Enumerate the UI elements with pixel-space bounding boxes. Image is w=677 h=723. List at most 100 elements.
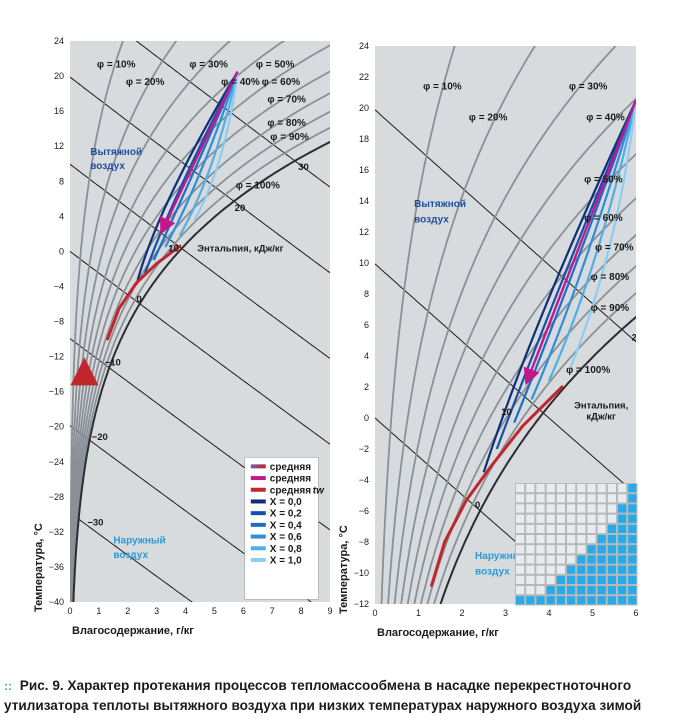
grid-icon-cell xyxy=(587,545,596,554)
grid-icon-cell xyxy=(556,586,565,595)
y-tick-label: 4 xyxy=(59,211,64,221)
grid-icon-cell xyxy=(587,596,596,605)
legend-label: средняя xyxy=(270,474,311,485)
grid-icon-cell xyxy=(628,596,637,605)
grid-icon-cell xyxy=(536,565,545,574)
grid-icon-cell xyxy=(628,555,637,564)
grid-icon-cell xyxy=(628,535,637,544)
x-tick-label: 5 xyxy=(590,608,595,618)
rh-curve-label: φ = 40% xyxy=(586,112,625,123)
y-tick-label: 2 xyxy=(364,382,369,392)
rh-curve-label: φ = 90% xyxy=(270,132,309,143)
y-tick-label: −4 xyxy=(359,475,369,485)
grid-icon-cell xyxy=(618,555,627,564)
y-tick-label: −24 xyxy=(49,457,64,467)
rh-curve-label: φ = 30% xyxy=(569,81,608,92)
grid-icon-cell xyxy=(556,514,565,523)
rh-curve-label: φ = 40% xyxy=(221,77,260,88)
grid-icon-cell xyxy=(536,596,545,605)
heat-exchanger-grid-icon xyxy=(515,483,638,606)
rh-curve-label: φ = 50% xyxy=(584,174,623,185)
grid-icon-cell xyxy=(546,545,555,554)
rh-curve-label: φ = 20% xyxy=(469,112,508,123)
enthalpy-label: 10 xyxy=(501,407,512,418)
rh-curve xyxy=(380,46,456,604)
grid-icon-cell xyxy=(526,565,535,574)
x-tick-label: 3 xyxy=(154,606,159,616)
grid-icon-cell xyxy=(607,596,616,605)
rh-curve-label: φ = 100% xyxy=(566,365,610,376)
grid-icon-cell xyxy=(587,484,596,493)
y-tick-label: −4 xyxy=(54,281,64,291)
legend-swatch xyxy=(250,546,266,551)
y-tick-label: 8 xyxy=(364,289,369,299)
rh-curve xyxy=(71,92,330,602)
y-tick-label: 0 xyxy=(364,413,369,423)
x-series-line xyxy=(482,99,636,473)
rh-curve xyxy=(387,46,536,604)
x-tick-label: 2 xyxy=(125,606,130,616)
rh-curve-label: φ = 10% xyxy=(423,81,462,92)
grid-icon-cell xyxy=(607,575,616,584)
y-tick-label: 24 xyxy=(54,36,64,46)
rh-curve-label: φ = 70% xyxy=(595,243,634,254)
region-label: воздух xyxy=(90,161,125,172)
exhaust-mean-arrow xyxy=(523,99,636,386)
grid-icon-cell xyxy=(526,484,535,493)
grid-icon-cell xyxy=(577,586,586,595)
y-tick-label: −8 xyxy=(54,317,64,327)
rh-curve-label: φ = 70% xyxy=(267,94,306,105)
grid-icon-cell xyxy=(567,565,576,574)
grid-icon-cell xyxy=(607,484,616,493)
rh-curve-label: φ = 60% xyxy=(262,77,301,88)
grid-icon-cell xyxy=(536,524,545,533)
grid-icon-cell xyxy=(556,535,565,544)
grid-icon-cell xyxy=(587,575,596,584)
x-series-line xyxy=(547,100,636,382)
y-tick-label: 12 xyxy=(54,141,64,151)
legend-label: средняя xyxy=(270,462,311,473)
x-tick-label: 9 xyxy=(327,606,332,616)
grid-icon-cell xyxy=(526,575,535,584)
x-series-line xyxy=(495,99,636,450)
y-tick-label: 16 xyxy=(54,106,64,116)
grid-icon-cell xyxy=(516,514,525,523)
grid-icon-cell xyxy=(526,535,535,544)
legend-swatch xyxy=(250,557,266,562)
y-tick-label: −12 xyxy=(49,352,64,362)
enthalpy-line xyxy=(375,417,588,604)
rh-curve-label: φ = 80% xyxy=(267,118,306,129)
grid-icon-cell xyxy=(567,524,576,533)
grid-icon-cell xyxy=(536,484,545,493)
grid-icon-cell xyxy=(618,575,627,584)
y-tick-label: 4 xyxy=(364,351,369,361)
y-tick-label: 6 xyxy=(364,320,369,330)
legend-label: X = 0,4 xyxy=(270,520,302,531)
grid-icon-cell xyxy=(536,586,545,595)
grid-icon-cell xyxy=(577,596,586,605)
grid-icon-cell xyxy=(597,596,606,605)
y-tick-label: 14 xyxy=(359,196,369,206)
grid-icon-cell xyxy=(597,565,606,574)
y-tick-label: 16 xyxy=(359,165,369,175)
rh-curve-label: φ = 80% xyxy=(591,272,630,283)
enthalpy-label: 30 xyxy=(298,162,309,173)
rh-curve-label: φ = 100% xyxy=(236,180,280,191)
rh-curve xyxy=(70,41,286,602)
grid-icon-cell xyxy=(516,494,525,503)
grid-icon-cell xyxy=(628,514,637,523)
grid-icon-cell xyxy=(546,555,555,564)
grid-icon-cell xyxy=(577,484,586,493)
grid-icon-cell xyxy=(546,596,555,605)
grid-icon-cell xyxy=(587,514,596,523)
grid-icon-cell xyxy=(618,565,627,574)
plot-content: φ = 10% φ = 20% φ = 30% φ = 40% φ = 50% φ = 6… xyxy=(375,46,636,604)
rh-curve-label: φ = 50% xyxy=(256,59,295,70)
x-tick-label: 1 xyxy=(416,608,421,618)
grid-icon-cell xyxy=(546,494,555,503)
grid-icon-cell xyxy=(556,524,565,533)
grid-icon-bg xyxy=(515,483,638,606)
grid-icon-cell xyxy=(587,586,596,595)
grid-icon-cell xyxy=(607,545,616,554)
